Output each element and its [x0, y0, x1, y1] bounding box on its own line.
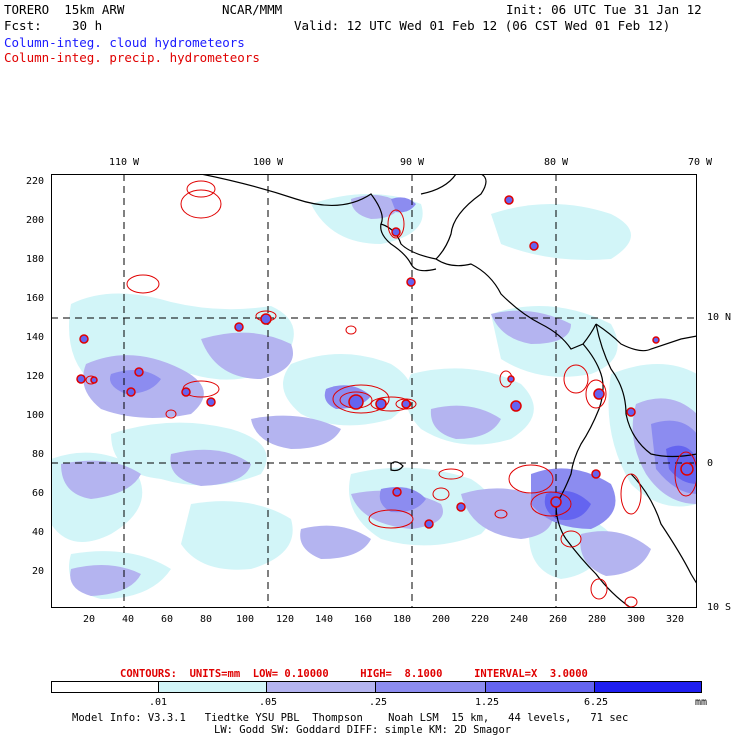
init-time: Init: 06 UTC Tue 31 Jan 12 — [506, 2, 702, 17]
grid-x-80: 80 — [199, 614, 213, 625]
grid-x-200: 200 — [431, 614, 451, 625]
grid-x-140: 140 — [314, 614, 334, 625]
fcst-value: 30 h — [72, 18, 103, 33]
run-name: TORERO 15km ARW — [4, 2, 125, 17]
grid-x-40: 40 — [121, 614, 135, 625]
interval-value: INTERVAL=X 3.0000 — [474, 668, 588, 680]
lon-label-90w: 90 W — [399, 157, 425, 168]
grid-y-160: 160 — [25, 293, 44, 304]
lat-lon-grid — [51, 174, 697, 608]
grid-x-300: 300 — [626, 614, 646, 625]
grid-x-180: 180 — [392, 614, 412, 625]
grid-y-220: 220 — [25, 176, 44, 187]
colorbar-tick-3: 1.25 — [474, 697, 500, 708]
colorbar — [51, 681, 702, 693]
colorbar-tick-2: .25 — [368, 697, 388, 708]
lat-label-10n: 10 N — [707, 312, 732, 323]
low-value: LOW= 0.10000 — [252, 668, 329, 680]
model-info-line1: Model Info: V3.3.1 Tiedtke YSU PBL Thomp… — [72, 712, 629, 724]
lon-label-110w: 110 W — [108, 157, 140, 168]
colorbar-segment-3 — [376, 682, 486, 692]
org-name: NCAR/MMM — [222, 2, 283, 17]
grid-x-20: 20 — [82, 614, 96, 625]
grid-y-60: 60 — [31, 488, 44, 499]
grid-y-20: 20 — [31, 566, 44, 577]
colorbar-tick-0: .01 — [148, 697, 168, 708]
map-panel — [51, 174, 697, 608]
lon-label-80w: 80 W — [543, 157, 569, 168]
lon-label-70w: 70 W — [687, 157, 713, 168]
colorbar-segment-1 — [159, 682, 267, 692]
units-label: UNITS=mm — [189, 668, 241, 680]
grid-x-160: 160 — [353, 614, 373, 625]
colorbar-segment-5 — [595, 682, 701, 692]
lat-label-0: 0 — [707, 458, 714, 469]
colorbar-tick-1: .05 — [258, 697, 278, 708]
colorbar-tick-4: 6.25 — [583, 697, 609, 708]
lon-label-100w: 100 W — [252, 157, 284, 168]
cloud-fill-mid — [61, 195, 697, 596]
field-cloud-title: Column-integ. cloud hydrometeors — [4, 35, 245, 50]
colorbar-units: mm — [695, 697, 708, 708]
map-frame — [51, 174, 697, 608]
model-info-line2: LW: Godd SW: Goddard DIFF: simple KM: 2D… — [214, 724, 512, 736]
precip-cores — [76, 195, 694, 529]
valid-time: Valid: 12 UTC Wed 01 Feb 12 (06 CST Wed … — [294, 18, 671, 33]
lat-label-10s: 10 S — [707, 602, 732, 613]
grid-y-180: 180 — [25, 254, 44, 265]
colorbar-segment-4 — [486, 682, 595, 692]
grid-y-80: 80 — [31, 449, 44, 460]
grid-x-240: 240 — [509, 614, 529, 625]
grid-x-280: 280 — [587, 614, 607, 625]
grid-x-260: 260 — [548, 614, 568, 625]
grid-y-100: 100 — [25, 410, 44, 421]
field-precip-title: Column-integ. precip. hydrometeors — [4, 50, 260, 65]
grid-x-100: 100 — [235, 614, 255, 625]
coastlines — [200, 174, 697, 608]
grid-y-120: 120 — [25, 371, 44, 382]
high-value: HIGH= 8.1000 — [360, 668, 443, 680]
grid-x-220: 220 — [470, 614, 490, 625]
grid-x-320: 320 — [665, 614, 685, 625]
grid-y-200: 200 — [25, 215, 44, 226]
grid-y-40: 40 — [31, 527, 44, 538]
fcst-label: Fcst: — [4, 18, 42, 33]
grid-x-60: 60 — [160, 614, 174, 625]
colorbar-segment-2 — [267, 682, 376, 692]
map-canvas — [51, 174, 697, 608]
colorbar-segment-0 — [52, 682, 159, 692]
contour-info: CONTOURS: UNITS=mm LOW= 0.10000 HIGH= 8.… — [120, 668, 588, 680]
grid-y-140: 140 — [25, 332, 44, 343]
precip-contours — [85, 180, 697, 608]
grid-x-120: 120 — [275, 614, 295, 625]
contours-label: CONTOURS: — [120, 668, 177, 680]
